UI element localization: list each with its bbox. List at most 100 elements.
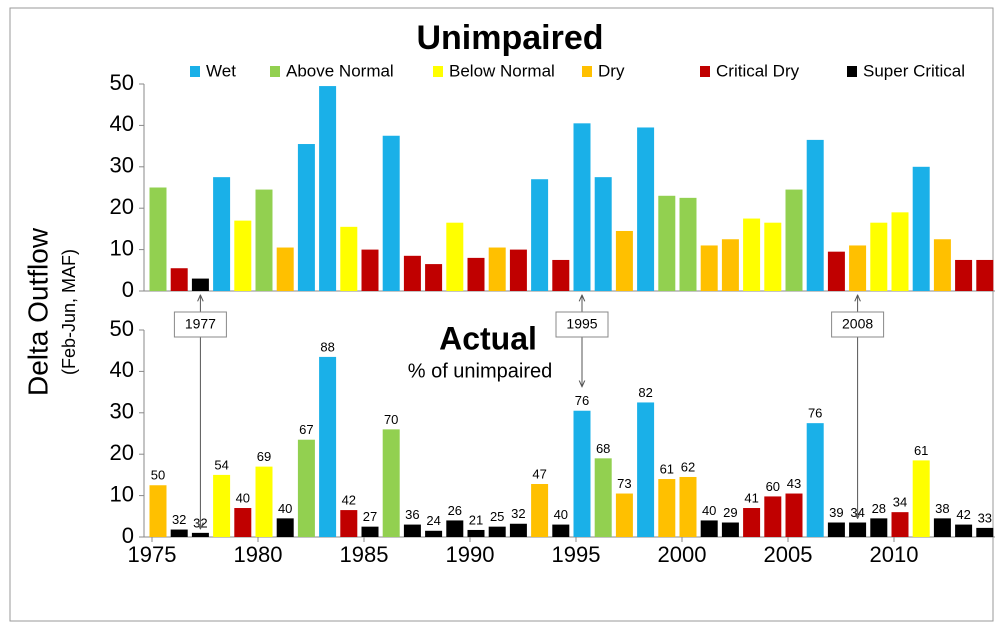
bar — [891, 212, 909, 291]
x-tick-label: 1980 — [234, 542, 283, 567]
x-tick-label: 1975 — [128, 542, 177, 567]
bar — [213, 474, 231, 537]
y-label-sub: (Feb-Jun, MAF) — [59, 249, 79, 375]
bar — [276, 518, 294, 537]
percent-label: 32 — [172, 512, 186, 527]
percent-label: 68 — [596, 441, 610, 456]
bar — [721, 522, 739, 537]
bar — [382, 429, 400, 537]
percent-label: 69 — [257, 449, 271, 464]
bar — [955, 524, 973, 537]
bar — [637, 127, 655, 291]
bar — [573, 123, 591, 291]
bar — [403, 255, 421, 291]
bar — [361, 249, 379, 291]
percent-label: 27 — [363, 509, 377, 524]
bar — [276, 247, 294, 291]
bar — [467, 529, 485, 537]
bottom-title: Actual — [439, 320, 537, 356]
annotation-box — [831, 311, 885, 338]
legend-swatch — [433, 66, 443, 77]
annotation-box — [555, 311, 609, 338]
bar — [149, 485, 167, 537]
bar — [297, 439, 315, 537]
percent-label: 42 — [956, 507, 970, 522]
annotation-box — [173, 311, 227, 338]
y-tick-label: 40 — [110, 357, 134, 382]
bar — [552, 524, 570, 537]
legend-label: Wet — [206, 61, 236, 80]
bar — [213, 177, 231, 291]
x-tick-label: 2005 — [764, 542, 813, 567]
percent-label: 40 — [278, 501, 292, 516]
annotation-label: 2008 — [842, 316, 873, 332]
x-tick-label: 2000 — [658, 542, 707, 567]
bar — [467, 257, 485, 291]
bar — [509, 523, 527, 537]
percent-label: 62 — [681, 459, 695, 474]
bar — [870, 222, 888, 291]
y-tick-label: 30 — [110, 399, 134, 424]
percent-label: 26 — [448, 503, 462, 518]
bar — [382, 135, 400, 291]
bar — [679, 197, 697, 291]
legend-label: Super Critical — [863, 61, 965, 80]
bar — [849, 245, 867, 291]
legend-label: Dry — [598, 61, 625, 80]
bottom-subtitle: % of unimpaired — [408, 360, 553, 382]
percent-label: 32 — [511, 506, 525, 521]
bar — [785, 189, 803, 291]
percent-label: 29 — [723, 505, 737, 520]
bar — [234, 508, 252, 537]
percent-label: 40 — [702, 503, 716, 518]
top-title: Unimpaired — [416, 19, 603, 57]
percent-label: 82 — [638, 385, 652, 400]
percent-label: 54 — [214, 457, 228, 472]
bar — [319, 356, 337, 537]
legend-swatch — [847, 66, 857, 77]
bar — [764, 496, 782, 537]
percent-label: 36 — [405, 507, 419, 522]
y-tick-label: 20 — [110, 440, 134, 465]
bar — [191, 278, 209, 291]
bar — [976, 259, 994, 291]
bar — [806, 423, 824, 537]
bar — [573, 410, 591, 537]
x-tick-label: 1990 — [446, 542, 495, 567]
percent-label: 25 — [490, 509, 504, 524]
bar — [912, 166, 930, 291]
bar — [976, 527, 994, 537]
bar — [340, 510, 358, 537]
bar — [806, 139, 824, 291]
bar — [615, 493, 633, 537]
bar — [637, 402, 655, 537]
y-label: Delta Outflow — [22, 227, 53, 396]
bar — [933, 518, 951, 537]
percent-label: 60 — [766, 479, 780, 494]
percent-label: 76 — [808, 406, 822, 421]
bar — [594, 177, 612, 291]
y-tick-label: 20 — [110, 194, 134, 219]
bar — [891, 512, 909, 537]
legend-swatch — [582, 66, 592, 77]
bar — [446, 520, 464, 537]
percent-label: 24 — [426, 513, 440, 528]
percent-label: 67 — [299, 422, 313, 437]
bar — [446, 222, 464, 291]
y-tick-label: 50 — [110, 316, 134, 341]
percent-label: 61 — [660, 461, 674, 476]
percent-label: 88 — [320, 339, 334, 354]
bar — [425, 264, 443, 291]
bar — [658, 479, 676, 537]
bar — [488, 247, 506, 291]
y-tick-label: 10 — [110, 235, 134, 260]
bar — [743, 508, 761, 537]
bar — [870, 518, 888, 537]
percent-label: 34 — [893, 495, 907, 510]
bar — [827, 251, 845, 291]
bar — [933, 239, 951, 291]
bar — [191, 532, 209, 537]
percent-label: 42 — [342, 493, 356, 508]
legend-swatch — [700, 66, 710, 77]
